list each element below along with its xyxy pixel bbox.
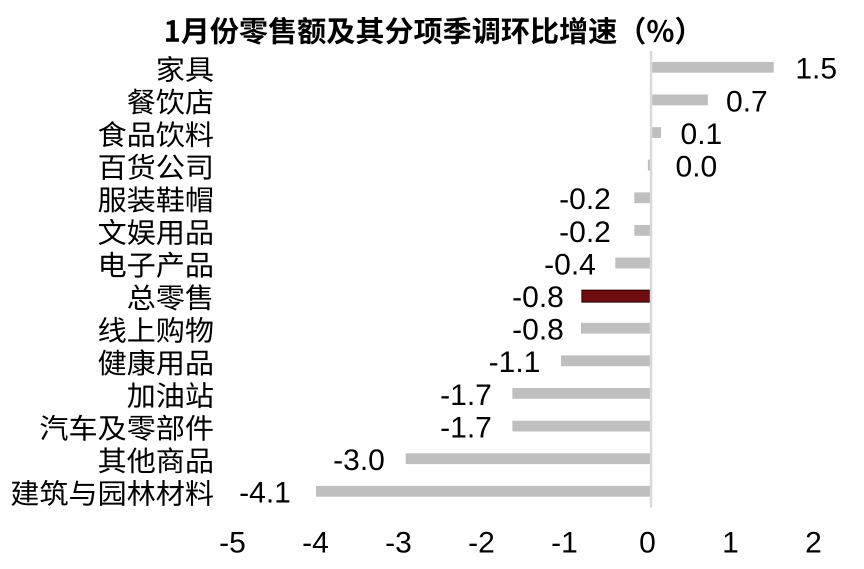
svg-text:0.1: 0.1 (681, 118, 723, 151)
svg-text:1.5: 1.5 (795, 53, 837, 86)
svg-text:-4.1: -4.1 (239, 477, 291, 510)
svg-text:-1.7: -1.7 (440, 412, 492, 445)
svg-text:-3: -3 (385, 526, 412, 559)
svg-text:-2: -2 (468, 526, 495, 559)
svg-text:0.0: 0.0 (676, 151, 718, 184)
svg-text:-0.4: -0.4 (544, 248, 596, 281)
svg-text:-0.8: -0.8 (512, 281, 564, 314)
svg-text:2: 2 (805, 526, 822, 559)
svg-text:-1.1: -1.1 (489, 346, 541, 379)
svg-text:1: 1 (722, 526, 739, 559)
svg-text:-0.8: -0.8 (512, 314, 564, 347)
svg-text:-0.2: -0.2 (559, 183, 611, 216)
svg-text:-5: -5 (219, 526, 246, 559)
svg-text:0: 0 (639, 526, 656, 559)
svg-text:0.7: 0.7 (726, 85, 768, 118)
svg-text:-4: -4 (302, 526, 329, 559)
svg-text:-3.0: -3.0 (333, 444, 385, 477)
svg-text:-0.2: -0.2 (559, 216, 611, 249)
svg-text:-1: -1 (551, 526, 578, 559)
svg-text:-1.7: -1.7 (440, 379, 492, 412)
